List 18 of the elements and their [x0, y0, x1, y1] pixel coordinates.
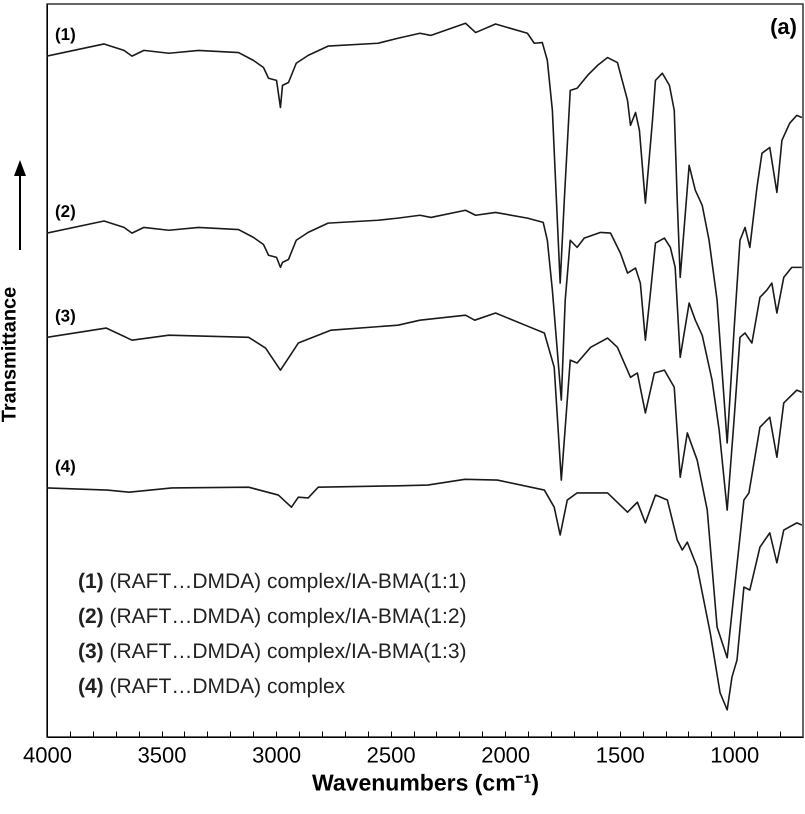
annotation: (1) (RAFT…DMDA) complex/IA-BMA(1:1)	[78, 569, 467, 595]
y-axis-title: Transmittance	[0, 286, 20, 422]
x-tick-label: 3500	[138, 742, 187, 768]
series-label: (1)	[55, 25, 76, 44]
annotation: (4) (RAFT…DMDA) complex	[78, 674, 346, 700]
x-axis-title: Wavenumbers (cm⁻¹)	[312, 770, 539, 796]
annotation: (3) (RAFT…DMDA) complex/IA-BMA(1:3)	[78, 639, 467, 665]
series-label: (2)	[55, 202, 76, 222]
annotation: (a)	[770, 14, 797, 40]
x-tick-label: 2500	[366, 742, 416, 768]
annotation: (2) (RAFT…DMDA) complex/IA-BMA(1:2)	[78, 604, 467, 630]
x-tick-label: 1000	[710, 742, 760, 768]
x-tick-label: 4000	[23, 742, 72, 768]
series-label: (4)	[55, 456, 76, 476]
series-label: (3)	[55, 306, 76, 326]
x-tick-label: 2000	[481, 742, 530, 768]
x-tick-label: 3000	[252, 742, 302, 768]
x-tick-label: 1500	[596, 742, 645, 768]
